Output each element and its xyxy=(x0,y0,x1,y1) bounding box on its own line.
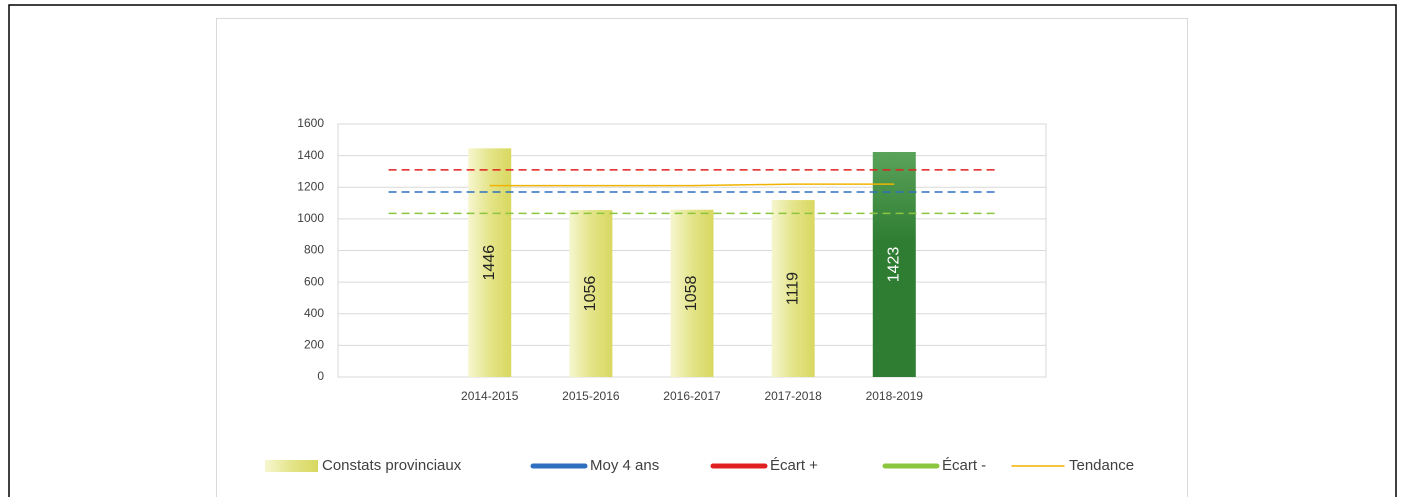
legend-swatch xyxy=(265,460,318,472)
x-tick-label: 2015-2016 xyxy=(562,389,620,403)
x-tick-label: 2018-2019 xyxy=(866,389,924,403)
bar xyxy=(771,200,815,377)
y-tick-label: 1600 xyxy=(297,116,324,130)
data-label: 1119 xyxy=(784,272,801,305)
y-tick-label: 800 xyxy=(304,243,324,257)
y-tick-label: 400 xyxy=(304,306,324,320)
x-tick-label: 2016-2017 xyxy=(663,389,721,403)
y-tick-label: 600 xyxy=(304,274,324,288)
data-label: 1058 xyxy=(683,275,700,311)
legend-label: Constats provinciaux xyxy=(322,457,462,474)
legend-label: Écart + xyxy=(770,457,818,474)
data-label: 1056 xyxy=(582,276,599,312)
bar xyxy=(872,151,916,377)
bar xyxy=(569,210,613,377)
x-tick-label: 2014-2015 xyxy=(461,389,519,403)
data-label: 1423 xyxy=(886,247,903,283)
x-tick-label: 2017-2018 xyxy=(764,389,822,403)
legend-label: Écart - xyxy=(942,457,986,474)
y-tick-label: 0 xyxy=(317,369,324,383)
y-tick-label: 200 xyxy=(304,338,324,352)
y-tick-label: 1400 xyxy=(297,148,324,162)
bar xyxy=(468,148,512,377)
bar xyxy=(670,209,714,377)
data-label: 1446 xyxy=(481,245,498,281)
y-tick-label: 1200 xyxy=(297,179,324,193)
legend-label: Tendance xyxy=(1069,457,1134,474)
outer-frame xyxy=(8,4,1397,497)
y-tick-label: 1000 xyxy=(297,211,324,225)
legend-label: Moy 4 ans xyxy=(590,457,659,474)
series-line xyxy=(489,183,895,187)
